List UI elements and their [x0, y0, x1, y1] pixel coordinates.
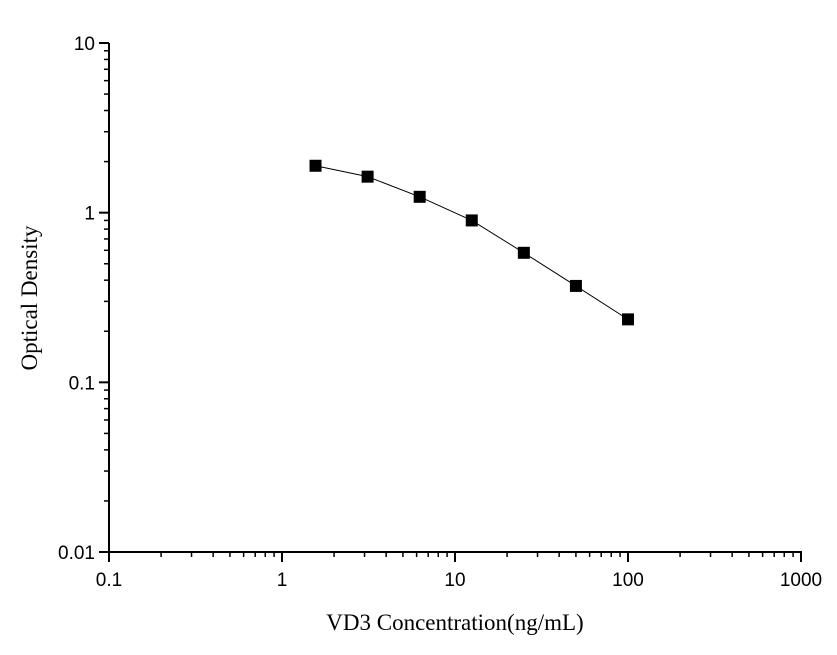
y-tick-label: 1: [84, 204, 95, 225]
data-point: [465, 214, 478, 227]
data-point: [622, 313, 634, 326]
data-point: [413, 190, 426, 203]
x-tick-label: 0.1: [96, 570, 122, 591]
x-tick-label: 1000: [780, 570, 822, 591]
x-axis-title: VD3 Concentration(ng/mL): [326, 610, 583, 635]
y-tick-label: 0.1: [69, 373, 95, 394]
data-point: [361, 170, 374, 183]
axes: [108, 43, 802, 553]
x-tick-label: 10: [444, 570, 465, 591]
data-point: [309, 159, 322, 172]
x-axis-ticks: 0.1 1 10 100 1000: [96, 552, 822, 591]
data-point: [517, 246, 530, 259]
data-point: [569, 279, 582, 292]
y-axis-ticks: 0.01 0.1 1 10: [58, 34, 109, 564]
plot-area: [309, 159, 634, 326]
y-axis-title: Optical Density: [17, 225, 42, 370]
x-tick-label: 1: [277, 570, 288, 591]
x-tick-label: 100: [612, 570, 644, 591]
y-tick-label: 0.01: [58, 543, 95, 564]
series-line: [315, 165, 629, 320]
y-tick-label: 10: [74, 34, 95, 55]
